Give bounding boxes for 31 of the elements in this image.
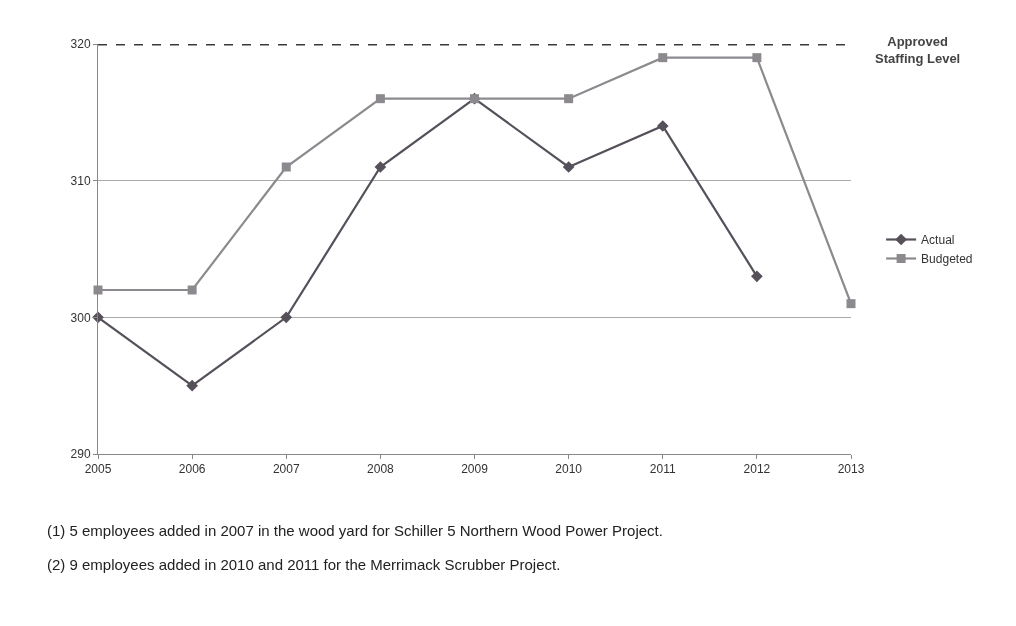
text: (1) 5 employees added in 2007 in the wood yard for Schiller 5 Northern Wood Power Project. xyxy=(47,522,663,539)
point xyxy=(846,299,856,309)
x-tick-label: 2009 xyxy=(461,462,489,477)
legend-label: Actual xyxy=(921,233,955,248)
y-tick-label: 300 xyxy=(70,310,91,325)
point xyxy=(656,120,669,132)
y-tick-label: 310 xyxy=(70,173,91,188)
x-tick-label: 2006 xyxy=(178,462,206,477)
point xyxy=(186,379,198,392)
x-tick-label: 2008 xyxy=(367,462,395,477)
x-tick-label: 2010 xyxy=(555,462,583,477)
point xyxy=(562,161,575,173)
ref-line-label: Approved Staffing Level xyxy=(875,34,961,66)
point xyxy=(187,285,197,295)
point xyxy=(375,94,385,104)
x-tick-label: 2007 xyxy=(272,462,300,477)
x-tick-label: 2013 xyxy=(837,462,865,477)
y-tick-label: 290 xyxy=(70,447,91,462)
x-tick-label: 2005 xyxy=(84,462,112,477)
point xyxy=(281,162,291,172)
x-tick-label: 2011 xyxy=(649,462,676,477)
x-tick-label: 2012 xyxy=(743,462,771,477)
point xyxy=(658,53,668,63)
point xyxy=(280,311,293,324)
legend-label: Budgeted xyxy=(921,252,973,267)
point xyxy=(374,161,387,173)
point xyxy=(564,94,574,104)
point xyxy=(751,270,763,283)
y-tick-label: 320 xyxy=(70,37,91,52)
text: (2) 9 employees added in 2010 and 2011 for the Merrimack Scrubber Project. xyxy=(47,556,561,573)
point xyxy=(752,53,762,63)
